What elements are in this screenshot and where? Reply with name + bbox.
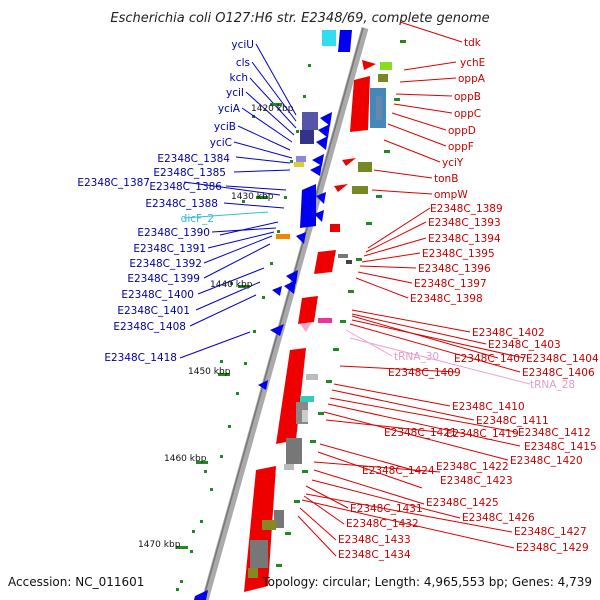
gene-label[interactable]: yciA: [218, 103, 241, 115]
gene-label[interactable]: kch: [229, 72, 248, 84]
gene-label[interactable]: E2348C_1387: [77, 177, 150, 189]
gene-label[interactable]: E2348C_1401: [117, 305, 190, 317]
gc-track-far: [176, 115, 255, 591]
gene-label[interactable]: E2348C_1403: [488, 339, 561, 351]
gc-track-inner: [180, 64, 311, 583]
gene-label[interactable]: ompW: [434, 189, 468, 201]
gene-label[interactable]: E2348C_1392: [129, 258, 202, 270]
gene-label[interactable]: E2348C_1398: [410, 293, 483, 305]
gene-label[interactable]: E2348C_1419: [446, 428, 519, 440]
gene-label[interactable]: yciU: [231, 39, 254, 51]
gene-label[interactable]: E2348C_1391: [133, 243, 206, 255]
gene-reverse: [314, 250, 336, 274]
gene-label[interactable]: E2348C_1423: [440, 475, 513, 487]
gene-orange: [276, 234, 290, 239]
gene-label[interactable]: E2348C_1397: [414, 278, 487, 290]
gene-label[interactable]: E2348C_1420: [510, 455, 583, 467]
tick-label: 1470 kbp: [138, 540, 181, 550]
trna-label[interactable]: tRNA_30: [394, 351, 439, 363]
gene-label[interactable]: E2348C_1424: [362, 465, 435, 477]
tick-label: 1430 kbp: [231, 192, 274, 202]
gene-label[interactable]: E2348C_1421: [384, 427, 457, 439]
gene-forward-block: [300, 184, 316, 228]
gene-label[interactable]: E2348C_1434: [338, 549, 411, 561]
gene-label[interactable]: E2348C_1404: [526, 353, 599, 365]
gene-label[interactable]: oppA: [458, 73, 486, 85]
ncrna-label[interactable]: dicF_2: [181, 213, 214, 225]
trna-label[interactable]: tRNA_28: [530, 379, 575, 391]
gene-label[interactable]: E2348C_1396: [418, 263, 491, 275]
forward-genes: [194, 30, 352, 600]
label-leaders-rna: [345, 329, 531, 385]
map-title: Escherichia coli O127:H6 str. E2348/69, …: [110, 11, 489, 26]
reverse-genes: [244, 60, 392, 592]
gene-label[interactable]: E2348C_1389: [430, 203, 503, 215]
gene-label[interactable]: oppB: [454, 91, 481, 103]
gene-label[interactable]: oppF: [448, 141, 474, 153]
gene-label[interactable]: yciY: [442, 157, 464, 169]
gene-label[interactable]: E2348C_1395: [422, 248, 495, 260]
gene-label[interactable]: yciI: [226, 87, 244, 99]
gene-forward: [302, 112, 318, 130]
genome-backbone-edge: [202, 27, 364, 600]
gene-label[interactable]: oppD: [448, 125, 476, 137]
gene-label[interactable]: E2348C_1433: [338, 534, 411, 546]
gene-label[interactable]: E2348C_1406: [522, 367, 595, 379]
gene-label[interactable]: E2348C_1432: [346, 518, 419, 530]
gene-label[interactable]: E2348C_1422: [436, 461, 509, 473]
gene-label[interactable]: yciB: [214, 121, 236, 133]
gene-label[interactable]: E2348C_1400: [121, 289, 194, 301]
topology-text: Topology: circular; Length: 4,965,553 bp…: [261, 575, 592, 589]
gene-label[interactable]: E2348C_1394: [428, 233, 501, 245]
gene-label[interactable]: E2348C_1384: [157, 153, 230, 165]
gene-label[interactable]: E2348C_1393: [428, 217, 501, 229]
gene-label[interactable]: E2348C_1399: [127, 273, 200, 285]
gc-track-outer: [276, 40, 406, 567]
gene-label[interactable]: cls: [236, 57, 250, 69]
gene-label[interactable]: E2348C_1385: [153, 167, 226, 179]
gene-reverse-long: [276, 348, 306, 444]
gene-forward: [300, 130, 314, 144]
gene-label[interactable]: E2348C_1415: [524, 441, 597, 453]
genome-backbone: [201, 27, 369, 600]
tick-label: 1420 kbp: [251, 104, 294, 114]
gene-reverse-block: [350, 76, 370, 132]
gene-forward: [338, 30, 352, 52]
gene-label[interactable]: E2348C_1410: [452, 401, 525, 413]
gene-label[interactable]: E2348C_1409: [388, 367, 461, 379]
label-leader-dicF: [183, 211, 269, 219]
label-leaders-right: [297, 21, 525, 557]
gene-label[interactable]: E2348C_1427: [514, 526, 587, 538]
gene-label[interactable]: E2348C_1429: [516, 542, 589, 554]
gene-label[interactable]: E2348C_1388: [145, 198, 218, 210]
accession-text: Accession: NC_011601: [8, 575, 144, 589]
gene-label[interactable]: tdk: [464, 37, 482, 49]
tick-label: 1460 kbp: [164, 454, 207, 464]
gene-label[interactable]: E2348C_1426: [462, 512, 535, 524]
gene-forward-cyan: [322, 30, 336, 46]
tick-label: 1450 kbp: [188, 367, 231, 377]
gene-label[interactable]: ychE: [460, 57, 485, 69]
gene-label[interactable]: oppC: [454, 108, 481, 120]
gene-label[interactable]: E2348C_1412: [518, 427, 591, 439]
label-leaders-left: [179, 43, 297, 359]
gene-label[interactable]: E2348C_1390: [137, 227, 210, 239]
gene-label[interactable]: E2348C_1407: [454, 353, 527, 365]
gene-label[interactable]: E2348C_1431: [350, 503, 423, 515]
gene-label[interactable]: tonB: [434, 173, 458, 185]
gene-label[interactable]: E2348C_1386: [149, 181, 222, 193]
gene-label[interactable]: E2348C_1425: [426, 497, 499, 509]
gene-pink: [318, 318, 332, 323]
ruler-ticks: [176, 103, 282, 549]
tick-label: 1440 kbp: [210, 280, 253, 290]
gene-label[interactable]: E2348C_1418: [104, 352, 177, 364]
gene-label[interactable]: yciC: [210, 137, 232, 149]
gene-label[interactable]: E2348C_1402: [472, 327, 545, 339]
gene-label[interactable]: E2348C_1408: [113, 321, 186, 333]
gene-label[interactable]: E2348C_1411: [476, 415, 549, 427]
